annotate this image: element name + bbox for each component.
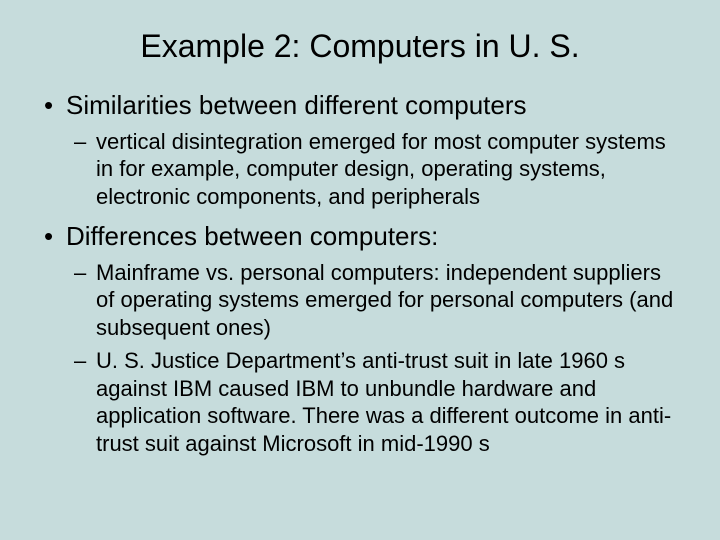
sub-bullet-text: U. S. Justice Department’s anti-trust su… <box>96 348 671 456</box>
list-item: Differences between computers: Mainframe… <box>62 220 680 457</box>
sub-bullet-text: Mainframe vs. personal computers: indepe… <box>96 260 673 340</box>
bullet-list-level2: Mainframe vs. personal computers: indepe… <box>66 259 680 458</box>
slide: Example 2: Computers in U. S. Similariti… <box>0 0 720 540</box>
bullet-list-level2: vertical disintegration emerged for most… <box>66 128 680 211</box>
list-item: Mainframe vs. personal computers: indepe… <box>94 259 680 342</box>
bullet-text: Differences between computers: <box>66 221 438 251</box>
list-item: vertical disintegration emerged for most… <box>94 128 680 211</box>
bullet-list-level1: Similarities between different computers… <box>40 89 680 457</box>
slide-title: Example 2: Computers in U. S. <box>40 28 680 65</box>
sub-bullet-text: vertical disintegration emerged for most… <box>96 129 666 209</box>
list-item: U. S. Justice Department’s anti-trust su… <box>94 347 680 457</box>
list-item: Similarities between different computers… <box>62 89 680 210</box>
bullet-text: Similarities between different computers <box>66 90 527 120</box>
